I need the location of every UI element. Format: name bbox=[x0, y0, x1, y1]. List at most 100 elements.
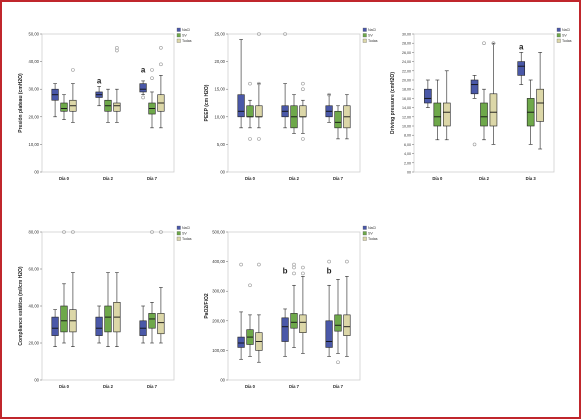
y-tick-label: 100,00 bbox=[212, 348, 225, 353]
significance-marker: a bbox=[97, 76, 102, 85]
box-3-2 bbox=[113, 272, 121, 348]
x-tick-label: Día 2 bbox=[103, 384, 114, 389]
y-tick-label: 00 bbox=[34, 378, 39, 383]
chart-panel-1: 00 10,00 20,00 30,00 40,00 50,00 Presión plate… bbox=[18, 27, 192, 181]
outlier-point bbox=[301, 271, 305, 276]
legend-swatch bbox=[176, 225, 181, 230]
outlier-point bbox=[301, 87, 305, 91]
y-tick-label: 2,00 bbox=[404, 161, 411, 165]
legend-label: SV bbox=[368, 34, 373, 38]
y-tick-label: 20,00 bbox=[402, 79, 411, 83]
outlier-point bbox=[327, 92, 331, 97]
box-body bbox=[95, 316, 103, 336]
box-2-2 bbox=[480, 41, 488, 141]
y-tick-label: 20,00 bbox=[215, 59, 226, 64]
legend-label: NaCl bbox=[562, 28, 570, 32]
x-tick-label: Día 0 bbox=[59, 176, 70, 181]
outlier-point bbox=[71, 68, 75, 72]
y-tick-label: 20,00 bbox=[29, 341, 40, 346]
box-2-1 bbox=[246, 81, 254, 141]
box-1-1 bbox=[51, 83, 59, 118]
outlier-point bbox=[301, 81, 305, 86]
outlier-point bbox=[71, 230, 75, 234]
legend-label: Todas bbox=[562, 39, 572, 43]
x-tick-label: Día 0 bbox=[59, 384, 70, 389]
box-body bbox=[113, 102, 121, 112]
y-tick-label: 300,00 bbox=[212, 289, 225, 294]
x-tick-label: Día 7 bbox=[333, 176, 344, 181]
x-tick-label: Día 2 bbox=[479, 176, 490, 181]
y-tick-label: 25,00 bbox=[215, 32, 226, 37]
significance-marker: a bbox=[141, 65, 146, 74]
legend-swatch bbox=[362, 225, 367, 230]
outlier-point bbox=[159, 45, 163, 50]
outlier-point bbox=[327, 259, 331, 264]
box-2-2 bbox=[290, 94, 298, 134]
box-body bbox=[148, 313, 156, 329]
box-1-3 bbox=[325, 92, 333, 123]
significance-marker: b bbox=[283, 266, 288, 275]
y-tick-label: 10,00 bbox=[29, 142, 40, 147]
y-tick-label: 26,00 bbox=[402, 51, 411, 55]
box-3-1 bbox=[442, 70, 451, 141]
outlier-point bbox=[257, 262, 261, 267]
box-3-3 bbox=[343, 259, 351, 357]
legend-label: NaCl bbox=[368, 28, 376, 32]
legend-label: NaCl bbox=[182, 226, 190, 230]
legend-swatch bbox=[176, 33, 181, 38]
outlier-point bbox=[301, 265, 305, 270]
box-3-1 bbox=[255, 262, 263, 363]
legend-label: Todas bbox=[182, 39, 192, 43]
box-body bbox=[489, 93, 498, 127]
box-2-3 bbox=[334, 279, 342, 365]
y-tick-label: 12,00 bbox=[402, 115, 411, 119]
box-body bbox=[60, 102, 68, 112]
box-body bbox=[104, 305, 112, 333]
box-3-1 bbox=[255, 32, 263, 141]
y-tick-label: 28,00 bbox=[402, 42, 411, 46]
box-body bbox=[517, 61, 526, 76]
box-body bbox=[290, 313, 298, 329]
x-tick-label: Día 3 bbox=[526, 176, 537, 181]
legend-label: SV bbox=[182, 232, 187, 236]
box-body bbox=[433, 102, 442, 127]
outlier-point bbox=[301, 137, 305, 141]
y-tick-label: 30,00 bbox=[29, 87, 40, 92]
box-3-3 bbox=[157, 230, 165, 344]
legend-swatch bbox=[362, 27, 367, 32]
box-body bbox=[60, 305, 68, 333]
box-1-2 bbox=[281, 308, 289, 357]
box-3-2 bbox=[299, 265, 307, 354]
legend-label: Todas bbox=[368, 237, 378, 241]
box-3-3 bbox=[343, 94, 351, 140]
y-tick-label: 4,00 bbox=[404, 152, 411, 156]
legend-label: SV bbox=[562, 34, 567, 38]
y-tick-label: 40,00 bbox=[29, 59, 40, 64]
y-tick-label: 500,00 bbox=[212, 230, 225, 235]
box-3-2 bbox=[113, 45, 121, 123]
y-tick-label: 15,00 bbox=[215, 87, 226, 92]
box-3-3 bbox=[536, 52, 544, 150]
y-tick-label: 10,00 bbox=[402, 125, 411, 129]
legend-swatch bbox=[362, 33, 367, 38]
box-body bbox=[139, 83, 147, 93]
significance-marker: b bbox=[327, 266, 332, 275]
outlier-point bbox=[472, 142, 477, 147]
outlier-point bbox=[62, 230, 66, 234]
y-tick-label: 5,00 bbox=[217, 142, 226, 147]
box-1-1 bbox=[424, 79, 432, 108]
box-body bbox=[299, 314, 307, 333]
legend-swatch bbox=[362, 236, 367, 241]
outlier-point bbox=[257, 137, 261, 141]
box-body bbox=[281, 317, 289, 342]
chart-panel-2: 00 5,00 10,00 15,00 20,00 25,00 PEEP (cm H2O) D… bbox=[204, 27, 378, 181]
y-tick-label: 22,00 bbox=[402, 69, 411, 73]
box-body bbox=[470, 79, 479, 95]
box-2-3 bbox=[148, 230, 156, 344]
legend-swatch bbox=[362, 231, 367, 236]
outlier-point bbox=[115, 48, 119, 53]
legend-label: NaCl bbox=[368, 226, 376, 230]
